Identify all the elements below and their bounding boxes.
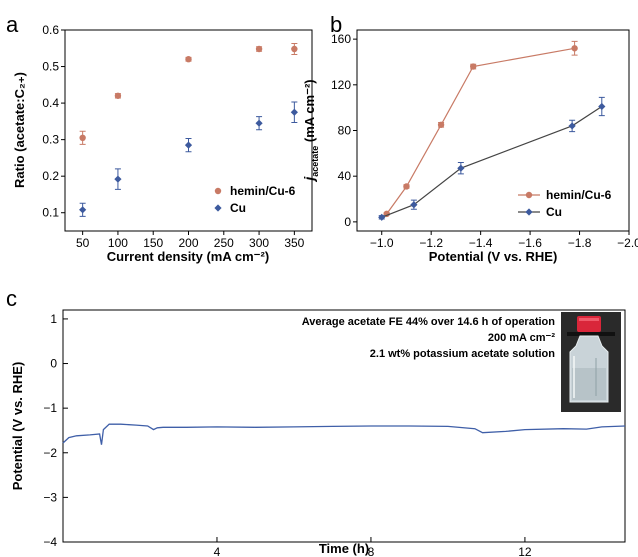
x-tick-label-a: 250 [214,236,234,250]
x-tick-label-b: −1.2 [419,236,443,250]
legend-label-b: hemin/Cu-6 [546,188,612,202]
chart-c: 4 8 12 −4 −3 −2 −1 0 1 [43,312,626,557]
y-tick-label-b: 0 [344,215,351,229]
y-tick-label-c: 1 [50,312,57,326]
data-point-a [184,141,193,149]
x-tick-label-c: 4 [214,545,221,557]
x-tick-label-b: −1.6 [518,236,542,250]
data-point-b [568,122,576,130]
y-tick-label-b: 120 [331,78,351,92]
legend-label-a: Cu [230,201,246,215]
data-point-b [378,213,386,221]
x-tick-label-a: 50 [76,236,90,250]
y-axis-label-b-main: j [301,176,317,183]
y-tick-label-a: 0.2 [42,169,59,183]
y-tick-label-a: 0.3 [42,133,59,147]
data-point-a [114,92,122,99]
data-point-b [571,45,578,52]
y-tick-label-c: −2 [43,446,57,460]
x-axis-label-c: Time (h) [319,541,369,556]
data-point-a [114,175,122,183]
legend-marker-a [214,187,222,195]
x-tick-label-a: 200 [178,236,198,250]
y-tick-label-a: 0.5 [42,60,59,74]
y-axis-label-c: Potential (V vs. RHE) [10,362,25,491]
data-point-a [79,134,86,142]
y-tick-label-b: 40 [338,169,352,183]
legend-label-b: Cu [546,205,562,219]
x-tick-label-b: −2.0 [617,236,638,250]
y-tick-label-b: 80 [338,124,352,138]
y-axis-label-b: jacetate (mA cm⁻²) [301,79,320,182]
x-tick-label-b: −1.8 [568,236,592,250]
data-point-b [437,121,445,128]
data-point-a [255,45,263,53]
x-tick-label-a: 300 [249,236,269,250]
annotation-fe: Average acetate FE 44% over 14.6 h of op… [302,316,556,328]
data-point-a [290,108,298,116]
data-point-a [255,119,263,127]
legend-marker-a [214,204,222,212]
y-tick-label-c: 0 [50,357,57,371]
y-tick-label-a: 0.1 [42,206,59,220]
data-point-a [291,45,298,53]
data-point-a [79,206,87,214]
y-tick-label-c: −3 [43,490,57,504]
x-tick-label-a: 100 [108,236,128,250]
x-tick-label-c: 12 [518,545,532,557]
x-tick-label-b: −1.0 [370,236,394,250]
annotation-electrolyte: 2.1 wt% potassium acetate solution [370,348,555,360]
x-tick-label-c: 8 [368,545,375,557]
legend-marker-b [525,208,533,216]
annotation-current: 200 mA cm⁻² [488,332,555,344]
panel-label-b: b [330,12,342,37]
y-tick-label-b: 160 [331,32,351,46]
data-point-b [410,201,418,209]
y-tick-label-a: 0.4 [42,96,59,110]
potential-trace-c [62,423,626,445]
x-tick-label-b: −1.4 [469,236,493,250]
y-axis-label-b-rest: (mA cm⁻²) [302,79,317,145]
data-point-b [470,63,477,70]
data-point-b [598,102,606,111]
chart-a: 50 100 150 200 250 300 350 0.1 0.2 0.3 0.4 0.5 0.6 he… [42,23,304,250]
panel-label-a: a [6,12,19,37]
x-tick-label-a: 150 [143,236,163,250]
y-tick-label-c: −1 [43,401,57,415]
chart-b: −1.0 −1.2 −1.4 −1.6 −1.8 −2.0 0 40 80 120 160 hemin… [331,32,638,250]
y-tick-label-c: −4 [43,535,57,549]
data-point-b [403,183,410,190]
legend-label-a: hemin/Cu-6 [230,184,296,198]
data-point-a [185,56,192,63]
bottle-photo [561,312,621,412]
y-axis-label-b-sub: acetate [310,146,320,177]
legend-marker-b [525,191,533,199]
data-point-b [457,164,465,172]
y-tick-label-a: 0.6 [42,23,59,37]
x-axis-label-b: Potential (V vs. RHE) [429,249,558,264]
y-axis-label-a: Ratio (acetate:C₂₊) [12,72,27,188]
x-tick-label-a: 350 [284,236,304,250]
panel-label-c: c [6,286,17,311]
x-axis-label-a: Current density (mA cm⁻²) [107,249,269,264]
